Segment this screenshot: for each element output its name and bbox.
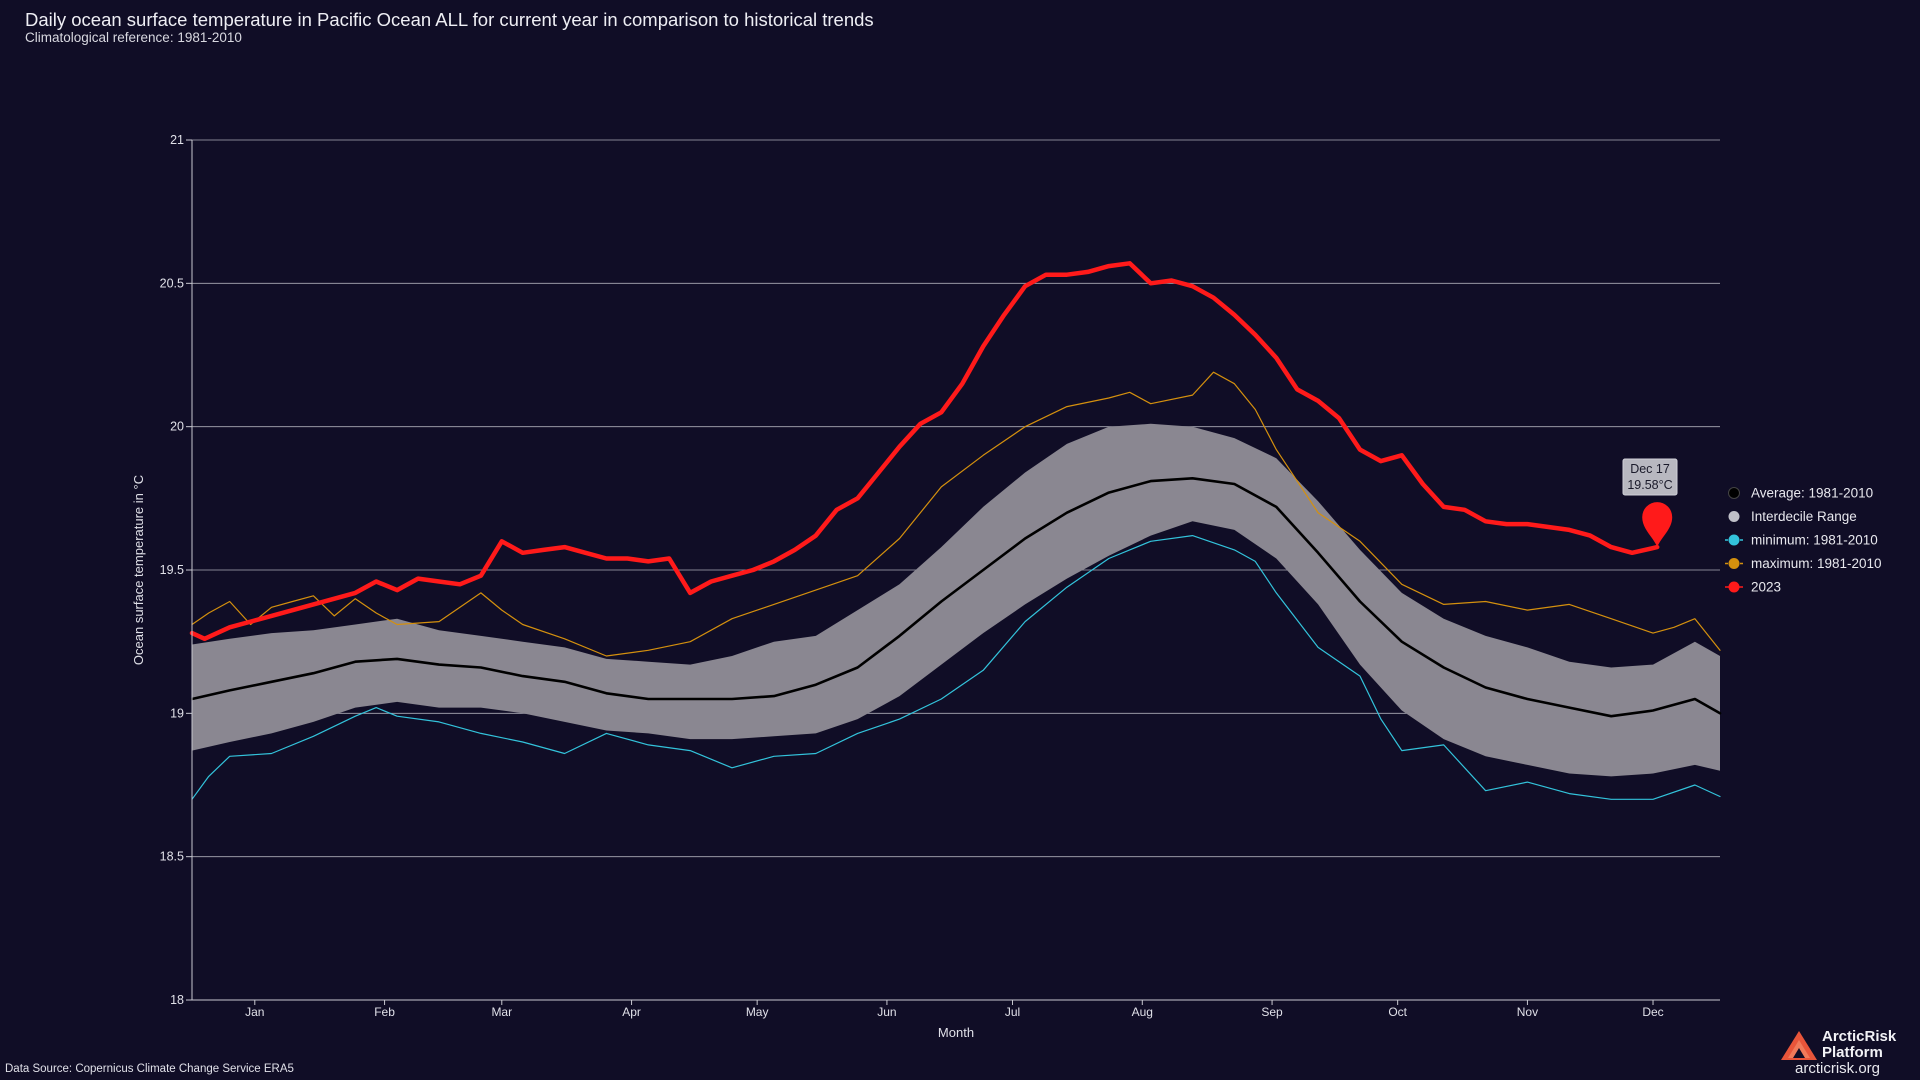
y-tick-label: 18 xyxy=(170,993,184,1007)
x-tick-label: Nov xyxy=(1517,1005,1538,1019)
x-axis-ticks: Jan Feb Mar Apr May Jun Jul Aug Sep Oct Nov Dec xyxy=(245,1000,1664,1019)
legend-marker-icon xyxy=(1728,511,1740,522)
legend-label: minimum: 1981-2010 xyxy=(1751,533,1878,548)
legend-marker-icon xyxy=(1728,581,1740,593)
brand-url[interactable]: arcticrisk.org xyxy=(1795,1060,1881,1077)
legend-marker-icon xyxy=(1728,558,1740,569)
data-source: Data Source: Copernicus Climate Change S… xyxy=(5,1063,294,1075)
x-tick-label: Sep xyxy=(1261,1005,1283,1019)
x-tick-label: Aug xyxy=(1132,1005,1153,1019)
average-line[interactable] xyxy=(190,476,1722,718)
tooltip-value: 19.58°C xyxy=(1627,478,1672,492)
y-tick-label: 19 xyxy=(170,706,184,720)
legend-item[interactable]: 2023 xyxy=(1725,580,1781,595)
legend[interactable]: Average: 1981-2010 Interdecile Range minim… xyxy=(1725,486,1882,595)
x-tick-label: Dec xyxy=(1642,1005,1663,1019)
legend-label: maximum: 1981-2010 xyxy=(1751,556,1882,571)
series-lines[interactable] xyxy=(189,261,1722,800)
x-tick-label: Jul xyxy=(1005,1005,1020,1019)
legend-item[interactable]: maximum: 1981-2010 xyxy=(1725,556,1882,571)
y-tick-label: 18.5 xyxy=(160,850,184,864)
y-tick-label: 20.5 xyxy=(160,276,184,290)
marker-pin-icon[interactable] xyxy=(1642,502,1673,548)
chart-title: Daily ocean surface temperature in Pacif… xyxy=(25,9,874,30)
y-tick-label: 20 xyxy=(170,420,184,434)
legend-marker-icon xyxy=(1728,487,1740,499)
minimum-line[interactable] xyxy=(191,534,1721,800)
x-tick-label: Jun xyxy=(877,1005,896,1019)
x-tick-label: Oct xyxy=(1388,1005,1407,1019)
maximum-line[interactable] xyxy=(191,371,1721,657)
interdecile-band[interactable] xyxy=(192,423,1720,777)
tooltip-date: Dec 17 xyxy=(1630,462,1670,476)
x-tick-label: Jan xyxy=(245,1005,264,1019)
legend-item[interactable]: Average: 1981-2010 xyxy=(1728,486,1874,501)
x-tick-label: Apr xyxy=(622,1005,641,1019)
y-tick-label: 19.5 xyxy=(160,563,184,577)
interdecile-area[interactable] xyxy=(192,423,1720,777)
value-tooltip: Dec 17 19.58°C xyxy=(1622,458,1678,496)
chart-subtitle: Climatological reference: 1981-2010 xyxy=(25,30,242,45)
legend-label: 2023 xyxy=(1751,580,1781,595)
legend-label: Average: 1981-2010 xyxy=(1751,486,1873,501)
legend-item[interactable]: minimum: 1981-2010 xyxy=(1725,533,1878,548)
latest-value-marker[interactable] xyxy=(1642,502,1673,548)
legend-marker-icon xyxy=(1728,534,1740,546)
brand-name: ArcticRisk Platform xyxy=(1822,1028,1897,1061)
y-tick-label: 21 xyxy=(170,133,184,147)
x-tick-label: Mar xyxy=(491,1005,512,1019)
x-tick-label: May xyxy=(746,1005,769,1019)
brand-triangle-icon xyxy=(1781,1031,1817,1060)
legend-item[interactable]: Interdecile Range xyxy=(1728,509,1857,524)
current-line[interactable] xyxy=(189,261,1660,642)
x-axis-label: Month xyxy=(938,1025,974,1040)
y-axis-ticks: 18 18.5 19 19.5 20 20.5 21 xyxy=(160,133,192,1007)
legend-label: Interdecile Range xyxy=(1751,509,1857,524)
y-axis-label: Ocean surface temperature in °C xyxy=(131,475,146,665)
x-tick-label: Feb xyxy=(374,1005,395,1019)
